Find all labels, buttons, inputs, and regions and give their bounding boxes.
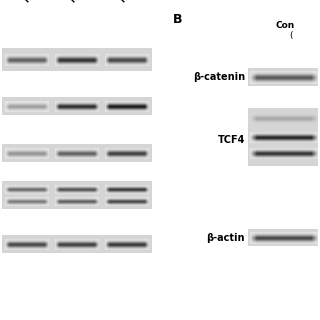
Text: (: ( <box>290 31 293 40</box>
Bar <box>2 48 152 70</box>
Text: NKD2 siRNA 480: NKD2 siRNA 480 <box>119 0 178 5</box>
Text: NC: NC <box>22 0 37 5</box>
Bar <box>2 235 152 253</box>
Bar <box>2 97 152 116</box>
Text: TCF4: TCF4 <box>217 135 245 146</box>
Text: NKD2 siRNA 962: NKD2 siRNA 962 <box>69 0 127 5</box>
Text: β-actin: β-actin <box>206 233 245 243</box>
Bar <box>248 229 318 246</box>
Bar <box>248 68 318 86</box>
Bar <box>248 108 318 166</box>
Bar <box>2 144 152 163</box>
Bar <box>2 181 152 209</box>
Text: Con: Con <box>275 21 294 30</box>
Text: β-catenin: β-catenin <box>193 72 245 82</box>
Text: B: B <box>173 12 182 26</box>
